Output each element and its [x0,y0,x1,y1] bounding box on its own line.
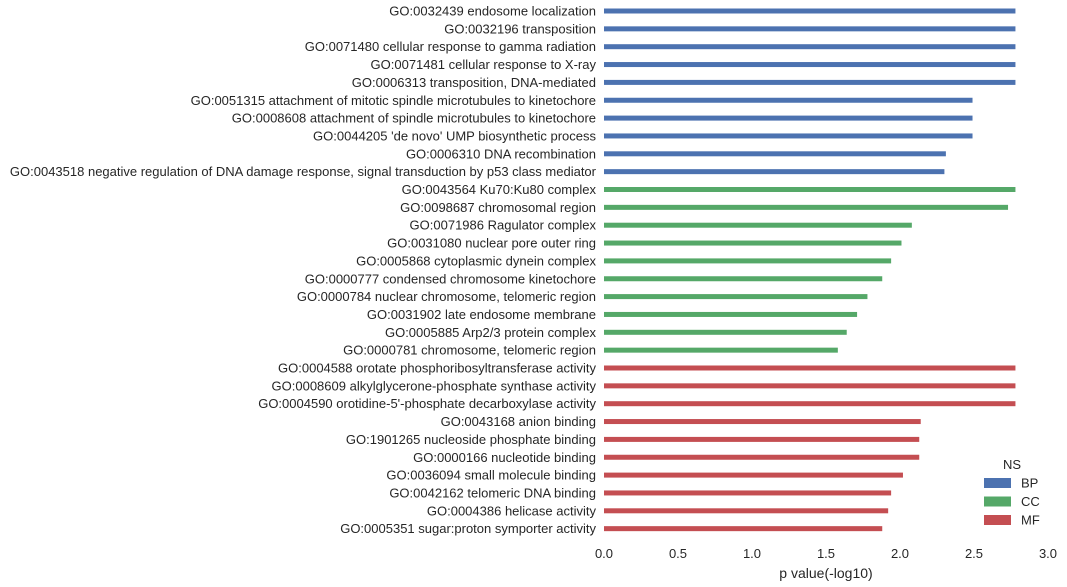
legend-swatch-mf [984,515,1011,525]
category-label: GO:0004386 helicase activity [427,503,597,518]
category-label: GO:0043564 Ku70:Ku80 complex [402,182,597,197]
category-label: GO:0005351 sugar:proton symporter activi… [340,521,596,536]
category-label: GO:0098687 chromosomal region [400,200,596,215]
category-label: GO:0000166 nucleotide binding [413,450,596,465]
x-axis-ticks-group: 0.0 0.5 1.0 1.5 2.0 2.5 3.0 [595,546,1057,561]
bar-mf-27 [604,490,892,496]
category-label: GO:0051315 attachment of mitotic spindle… [191,93,596,108]
x-tick-label: 1.0 [743,546,761,561]
category-label: GO:0004588 orotate phosphoribosyltransfe… [278,361,596,376]
category-label: GO:0000784 nuclear chromosome, telomeric… [297,289,596,304]
bar-cc-19 [604,347,838,353]
category-label: GO:0005885 Arp2/3 protein complex [385,325,597,340]
x-tick-label: 3.0 [1039,546,1057,561]
category-label: GO:0036094 small molecule binding [386,468,596,483]
bar-bp-7 [604,133,973,139]
category-label: GO:0000781 chromosome, telomeric region [343,343,596,358]
legend: NS BP CC MF [984,457,1040,528]
x-tick-label: 2.0 [891,546,909,561]
legend-swatch-cc [984,496,1011,507]
x-axis-label: p value(-log10) [779,565,872,581]
x-tick-label: 2.5 [965,546,983,561]
category-labels-group: GO:0032439 endosome localization GO:00321… [10,4,597,537]
category-label: GO:0006313 transposition, DNA-mediated [352,75,596,90]
category-label: GO:0008609 alkylglycerone-phosphate synt… [272,378,597,393]
bar-cc-13 [604,240,902,246]
legend-label-cc: CC [1021,494,1040,509]
bars-group [604,8,1016,532]
legend-title: NS [1003,457,1021,472]
category-label: GO:0031080 nuclear pore outer ring [387,236,596,251]
bar-cc-10 [604,187,1016,192]
bar-mf-25 [604,454,920,460]
bar-bp-0 [604,8,1016,14]
bar-cc-18 [604,329,847,335]
bar-mf-23 [604,419,921,425]
category-label: GO:0031902 late endosome membrane [367,307,596,322]
bar-mf-24 [604,436,920,442]
legend-label-bp: BP [1021,476,1038,491]
bar-mf-20 [604,365,1016,371]
category-label: GO:0032439 endosome localization [389,4,596,19]
category-label: GO:0044205 'de novo' UMP biosynthetic pr… [313,128,596,143]
bar-bp-6 [604,115,973,121]
x-tick-label: 0.0 [595,546,613,561]
category-label: GO:0000777 condensed chromosome kinetoch… [305,271,596,286]
bar-bp-2 [604,44,1016,50]
category-label: GO:0006310 DNA recombination [406,146,596,161]
bar-mf-29 [604,526,883,532]
bar-mf-26 [604,472,903,478]
bar-mf-28 [604,508,889,514]
bar-bp-3 [604,62,1016,68]
category-label: GO:0043168 anion binding [441,414,596,429]
legend-label-mf: MF [1021,513,1040,528]
legend-swatch-bp [984,478,1011,488]
category-label: GO:0043518 negative regulation of DNA da… [10,164,597,179]
bar-cc-16 [604,294,868,300]
bar-mf-22 [604,401,1016,407]
bar-mf-21 [604,383,1016,389]
bar-bp-8 [604,151,946,157]
bar-bp-9 [604,169,945,175]
category-label: GO:0004590 orotidine-5'-phosphate decarb… [258,396,596,411]
category-label: GO:0008608 attachment of spindle microtu… [232,111,596,126]
bar-bp-1 [604,26,1016,32]
category-label: GO:0071481 cellular response to X-ray [371,57,597,72]
bar-cc-11 [604,204,1009,210]
bar-cc-17 [604,311,858,317]
x-tick-label: 0.5 [669,546,687,561]
category-label: GO:1901265 nucleoside phosphate binding [346,432,596,447]
category-label: GO:0005868 cytoplasmic dynein complex [356,253,596,268]
bar-cc-12 [604,222,912,228]
category-label: GO:0042162 telomeric DNA binding [389,485,596,500]
bar-bp-4 [604,79,1016,85]
x-tick-label: 1.5 [817,546,835,561]
bar-cc-14 [604,258,892,264]
category-label: GO:0032196 transposition [444,21,596,36]
bar-bp-5 [604,97,973,103]
category-label: GO:0071986 Ragulator complex [410,218,597,233]
category-label: GO:0071480 cellular response to gamma ra… [305,39,596,54]
bar-cc-15 [604,276,883,282]
